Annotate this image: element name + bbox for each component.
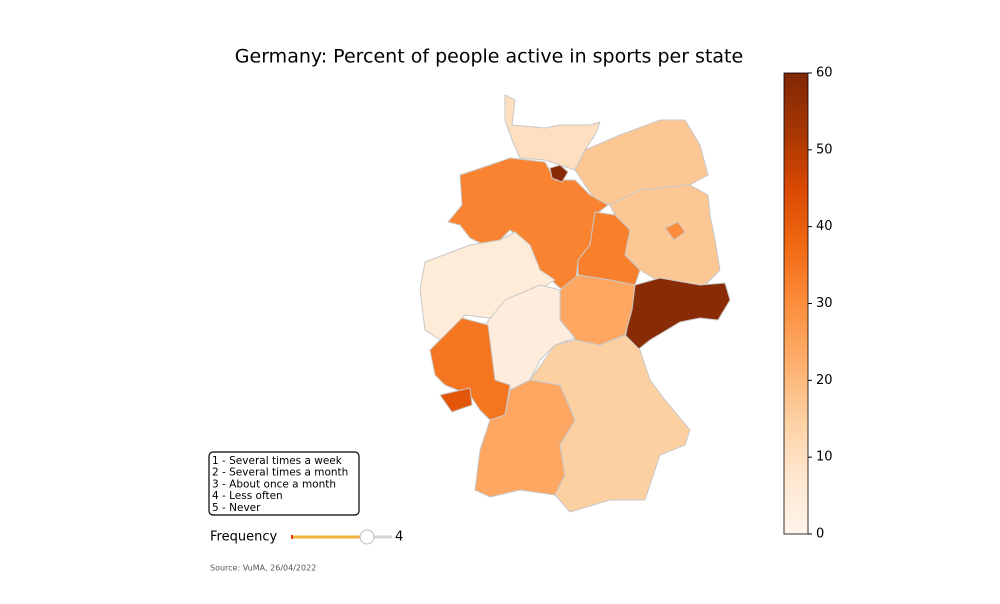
colorbar-ticks: 0 10 20 30 40 50 60: [808, 66, 833, 542]
colorbar-tick-label: 60: [816, 66, 833, 81]
region: [529, 334, 691, 513]
colorbar-tick-label: 10: [816, 450, 833, 465]
chart-title: Germany: Percent of people active in spo…: [235, 46, 743, 68]
slider-label: Frequency: [210, 530, 277, 545]
slider-handle[interactable]: [359, 529, 375, 545]
region: [504, 94, 601, 171]
legend-line: 4 - Less often: [212, 490, 283, 502]
legend-line: 5 - Never: [212, 502, 261, 514]
legend-line: 1 - Several times a week: [212, 455, 343, 467]
slider[interactable]: 4: [291, 529, 403, 545]
colorbar: [783, 72, 809, 535]
legend-box: [208, 451, 360, 516]
source: Source: VuMA, 26/04/2022: [210, 564, 316, 573]
region: [624, 277, 731, 353]
colorbar-tick-label: 40: [816, 219, 833, 234]
colorbar-tick-label: 0: [816, 527, 824, 542]
colorbar-tick-label: 30: [816, 296, 833, 311]
region: [549, 164, 569, 183]
colorbar-tick-label: 50: [816, 142, 833, 157]
colorbar-tick-label: 20: [816, 373, 833, 388]
region: [439, 387, 473, 413]
legend-line: 2 - Several times a month: [212, 467, 348, 479]
map: [419, 94, 731, 513]
region: [664, 221, 686, 241]
slider-value: 4: [395, 530, 403, 545]
legend-line: 3 - About once a month: [212, 478, 336, 490]
